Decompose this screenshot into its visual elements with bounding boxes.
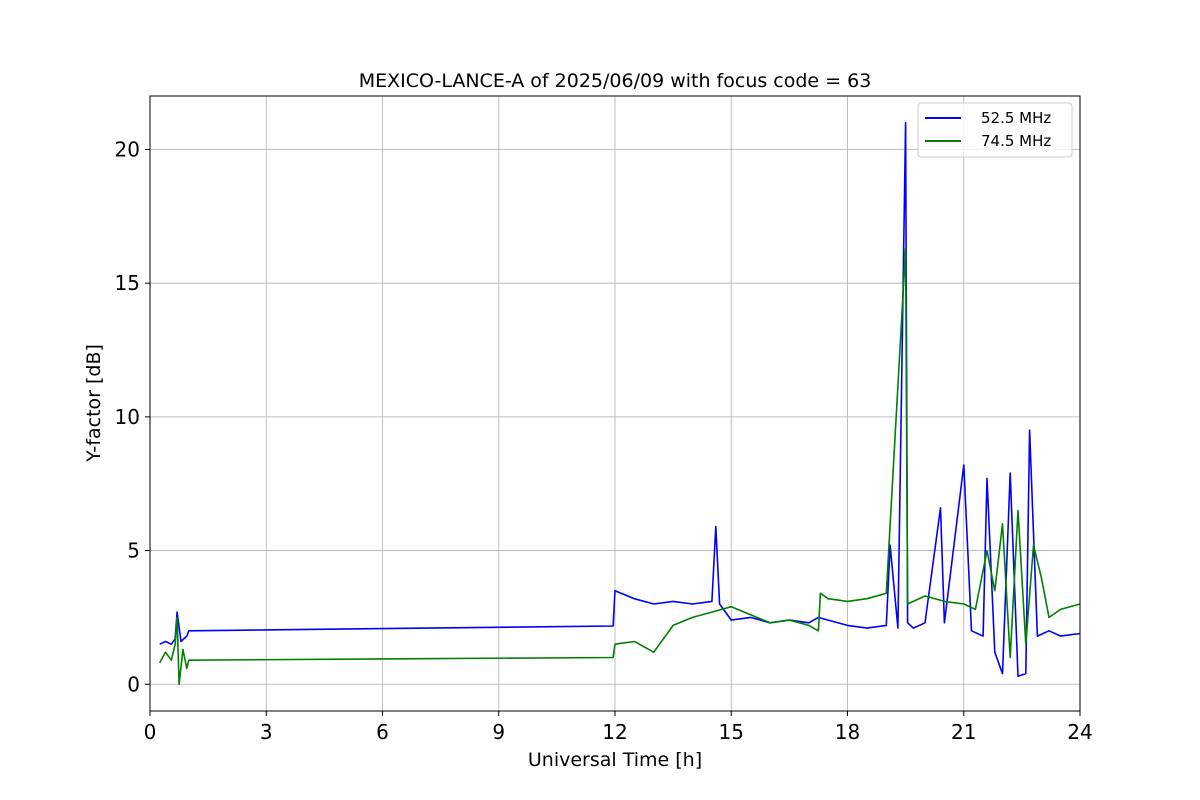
x-tick-label: 3 bbox=[260, 720, 273, 744]
grid-lines bbox=[149, 96, 1081, 711]
series-line-74-5-mhz bbox=[158, 247, 1081, 686]
legend: 52.5 MHz 74.5 MHz bbox=[917, 102, 1073, 158]
x-tick-label: 0 bbox=[144, 720, 157, 744]
series-layer bbox=[158, 121, 1081, 686]
axis-ticks: 0 3 6 9 12 15 18 21 24 0 5 10 15 20 bbox=[115, 137, 1093, 744]
x-tick-label: 12 bbox=[602, 720, 627, 744]
x-tick-label: 21 bbox=[951, 720, 976, 744]
y-tick-label: 15 bbox=[115, 271, 140, 295]
legend-label-52-5-mhz: 52.5 MHz bbox=[981, 109, 1051, 127]
y-tick-label: 0 bbox=[127, 672, 140, 696]
y-tick-label: 5 bbox=[127, 539, 140, 563]
y-axis-label: Y-factor [dB] bbox=[83, 344, 105, 463]
legend-box bbox=[917, 102, 1073, 158]
x-tick-label: 15 bbox=[719, 720, 744, 744]
x-tick-label: 18 bbox=[835, 720, 860, 744]
x-tick-label: 6 bbox=[376, 720, 389, 744]
x-axis-label: Universal Time [h] bbox=[528, 749, 702, 771]
y-tick-label: 20 bbox=[115, 137, 140, 161]
x-tick-label: 9 bbox=[492, 720, 505, 744]
series-line-52-5-mhz bbox=[159, 121, 1081, 678]
legend-label-74-5-mhz: 74.5 MHz bbox=[981, 132, 1051, 150]
x-tick-label: 24 bbox=[1067, 720, 1092, 744]
chart-title: MEXICO-LANCE-A of 2025/06/09 with focus … bbox=[359, 70, 872, 92]
y-tick-label: 10 bbox=[115, 405, 140, 429]
